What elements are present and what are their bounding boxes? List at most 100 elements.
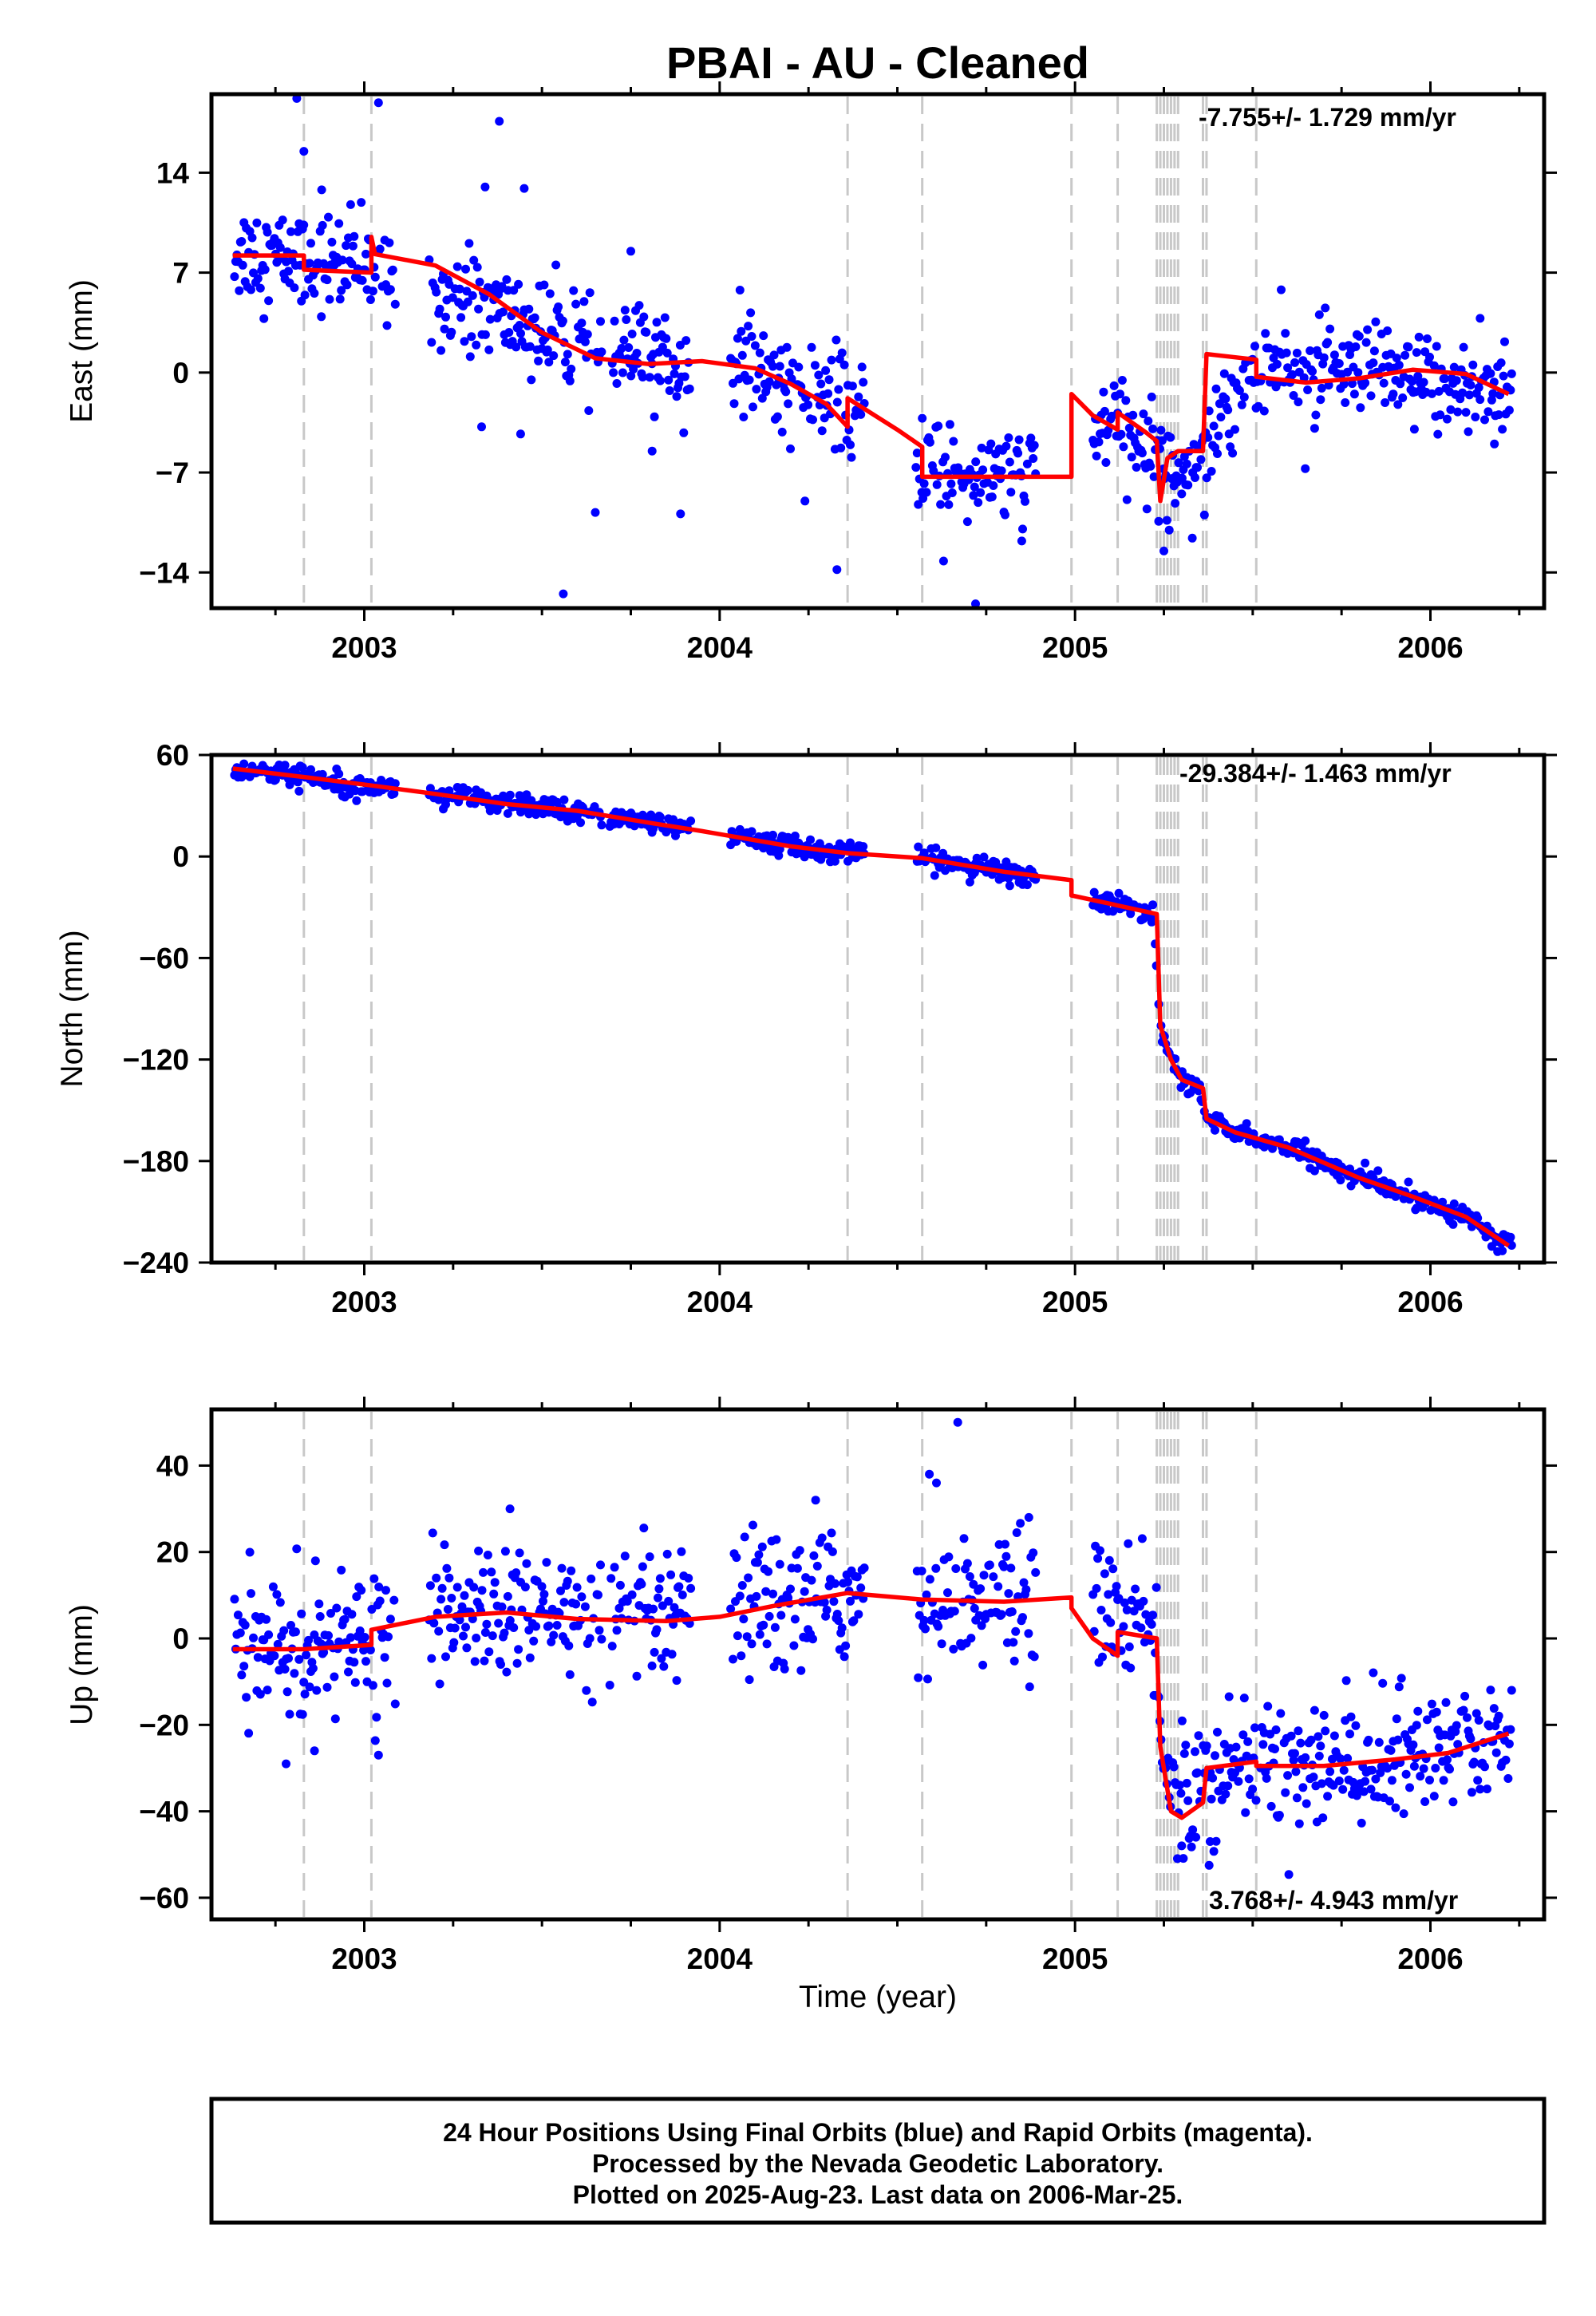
data-point	[547, 1637, 556, 1646]
data-point	[1468, 360, 1478, 370]
data-point	[1213, 1727, 1222, 1737]
data-point	[1211, 384, 1221, 393]
data-point	[1126, 1663, 1136, 1673]
data-point	[1101, 458, 1111, 467]
data-point	[516, 329, 525, 338]
data-point	[665, 386, 674, 395]
data-point	[1024, 1512, 1033, 1522]
data-point	[610, 316, 619, 326]
data-point	[1386, 1745, 1396, 1755]
data-point	[427, 338, 437, 347]
data-point	[587, 1574, 596, 1583]
data-point	[474, 1546, 484, 1555]
data-point	[1139, 1596, 1148, 1606]
data-point	[235, 286, 244, 295]
data-point	[1022, 459, 1032, 468]
data-point	[1504, 405, 1514, 415]
data-point	[1209, 421, 1219, 431]
data-point	[305, 259, 314, 268]
data-point	[1148, 900, 1158, 910]
data-point	[584, 406, 594, 415]
data-point	[1001, 441, 1011, 451]
data-point	[985, 1560, 994, 1570]
data-point	[1164, 525, 1174, 535]
data-point	[539, 280, 549, 290]
data-point	[467, 332, 476, 342]
data-point	[519, 184, 529, 193]
data-point	[729, 1654, 737, 1664]
data-point	[1089, 887, 1099, 897]
data-point	[340, 1614, 350, 1624]
data-point	[978, 1660, 988, 1670]
data-point	[496, 1660, 505, 1669]
chart-title: PBAI - AU - Cleaned	[666, 38, 1089, 88]
data-point	[275, 243, 285, 252]
data-point	[1339, 1765, 1349, 1775]
data-point	[442, 1563, 452, 1573]
data-point	[337, 286, 346, 295]
data-point	[1120, 1598, 1129, 1607]
data-point	[744, 322, 753, 331]
data-point	[1371, 317, 1381, 326]
data-point	[685, 384, 694, 393]
data-point	[649, 1604, 658, 1614]
data-point	[432, 1573, 441, 1583]
data-point	[987, 492, 997, 502]
data-point	[1496, 358, 1506, 368]
data-point	[1244, 1774, 1254, 1784]
data-point	[304, 1635, 313, 1645]
data-point	[469, 1583, 479, 1592]
data-point	[951, 1564, 961, 1573]
data-point	[595, 1626, 604, 1635]
data-point	[781, 387, 791, 397]
data-point	[1104, 1555, 1114, 1565]
data-point	[1216, 413, 1226, 422]
data-point	[965, 1572, 974, 1581]
data-point	[970, 482, 979, 492]
data-point	[525, 342, 535, 351]
data-point	[809, 1551, 819, 1560]
data-point	[775, 1559, 784, 1569]
data-point	[579, 297, 589, 306]
data-point	[739, 1614, 749, 1624]
data-point	[647, 1661, 657, 1670]
data-point	[497, 1603, 507, 1611]
data-point	[914, 842, 923, 852]
y-tick-label: −14	[139, 556, 189, 589]
data-point	[1299, 373, 1309, 382]
data-point	[443, 1605, 452, 1614]
plot-frame	[209, 1407, 1547, 1922]
data-point	[1183, 1796, 1193, 1805]
data-point	[1425, 352, 1434, 362]
data-point	[1284, 1870, 1294, 1879]
data-point	[284, 267, 293, 276]
data-point	[435, 1679, 444, 1689]
data-point	[638, 1562, 647, 1571]
footer-line-1: 24 Hour Positions Using Final Orbits (bl…	[443, 2118, 1313, 2147]
data-point	[1429, 361, 1439, 370]
data-point	[989, 481, 998, 490]
data-point	[752, 1591, 761, 1601]
data-point	[1329, 350, 1339, 360]
y-axis-label: East (mm)	[65, 279, 99, 423]
data-point	[1366, 1784, 1376, 1794]
data-point	[342, 280, 352, 290]
data-point	[335, 294, 345, 304]
data-point	[565, 1670, 575, 1679]
data-point	[1310, 1705, 1319, 1715]
x-axis-label: Time (year)	[799, 1980, 957, 2014]
data-point	[841, 1641, 851, 1650]
data-point	[365, 1646, 375, 1654]
data-point	[1177, 1716, 1187, 1725]
data-point	[1204, 406, 1214, 416]
data-point	[919, 1615, 929, 1625]
data-point	[1098, 1652, 1107, 1662]
data-point	[737, 326, 746, 336]
data-point	[1286, 1731, 1296, 1741]
data-point	[1319, 1710, 1329, 1720]
data-point	[1194, 1731, 1203, 1741]
data-point	[245, 1547, 255, 1557]
data-point	[807, 342, 816, 352]
data-point	[1404, 342, 1413, 352]
data-point	[824, 375, 834, 385]
